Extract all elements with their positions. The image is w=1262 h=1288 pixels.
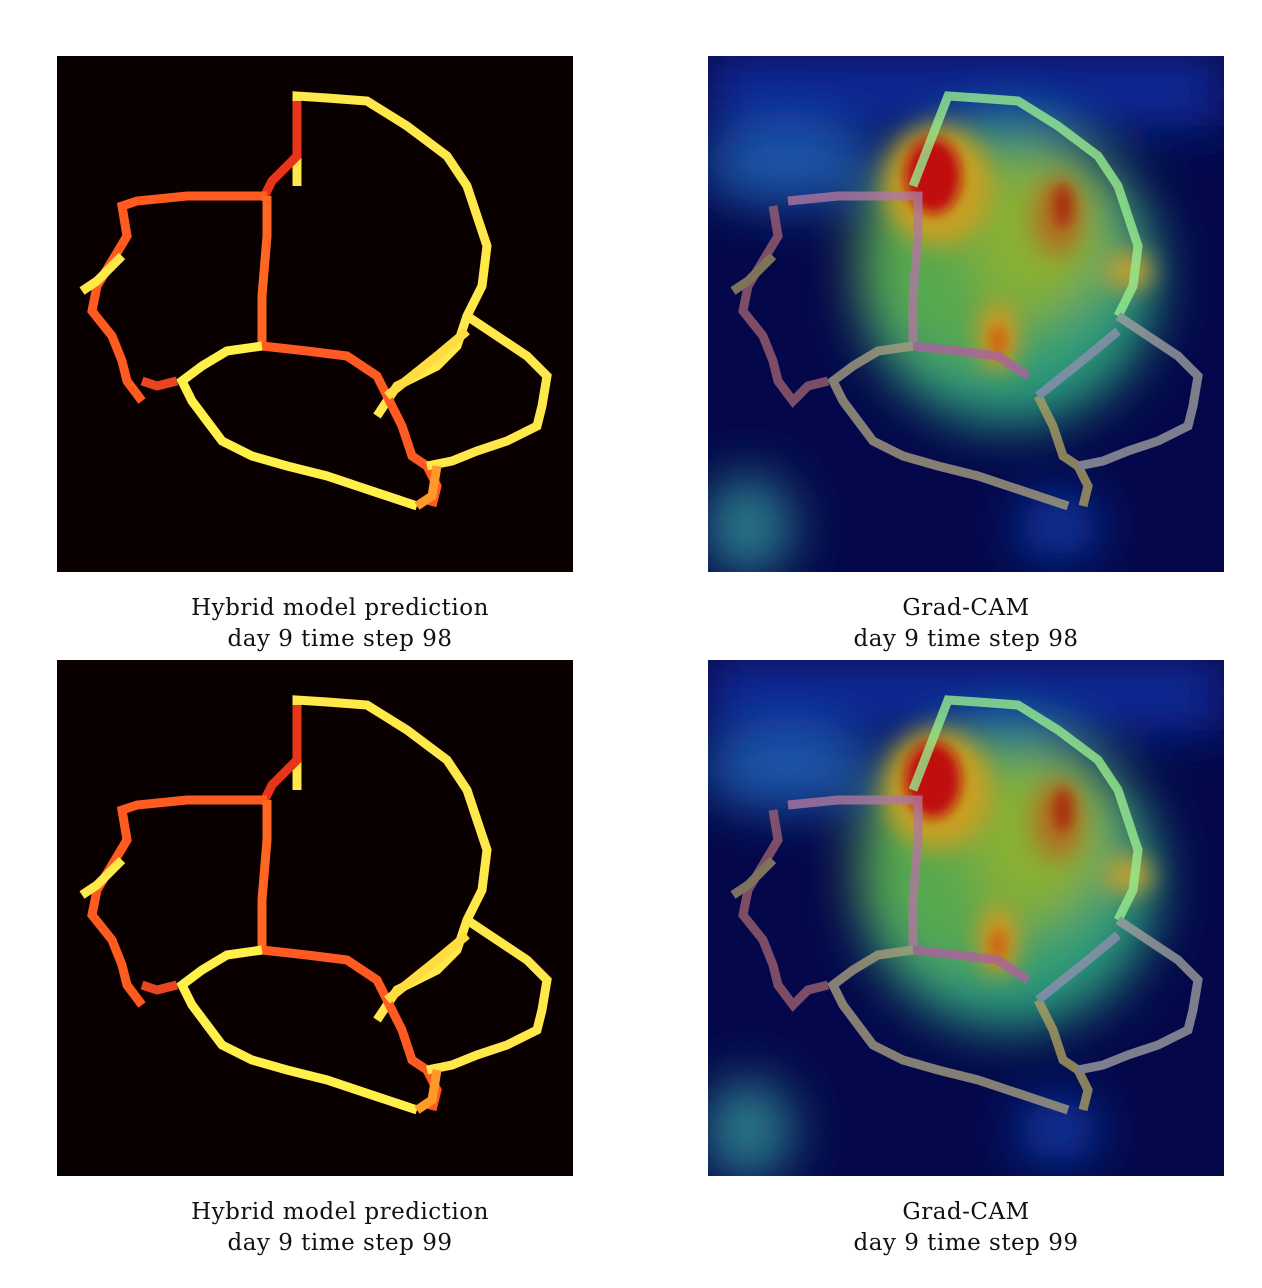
caption-title: Grad-CAM (902, 595, 1030, 621)
prediction-heatmap (57, 56, 573, 572)
caption-subtitle: day 9 time step 99 (853, 1230, 1079, 1256)
caption-subtitle: day 9 time step 98 (227, 626, 453, 652)
gradcam-image-step-98 (708, 56, 1224, 572)
caption-title: Grad-CAM (902, 1199, 1030, 1225)
gradcam-image-step-99 (708, 660, 1224, 1176)
caption-subtitle: day 9 time step 99 (227, 1230, 453, 1256)
caption-gradcam-step-98: Grad-CAM day 9 time step 98 (708, 593, 1224, 655)
caption-prediction-step-99: Hybrid model prediction day 9 time step … (82, 1197, 598, 1259)
gradcam-heatmap (708, 660, 1224, 1176)
caption-prediction-step-98: Hybrid model prediction day 9 time step … (82, 593, 598, 655)
caption-title: Hybrid model prediction (191, 595, 489, 621)
prediction-image-step-98 (57, 56, 573, 572)
prediction-heatmap (57, 660, 573, 1176)
caption-gradcam-step-99: Grad-CAM day 9 time step 99 (708, 1197, 1224, 1259)
caption-subtitle: day 9 time step 98 (853, 626, 1079, 652)
prediction-image-step-99 (57, 660, 573, 1176)
caption-title: Hybrid model prediction (191, 1199, 489, 1225)
gradcam-heatmap (708, 56, 1224, 572)
